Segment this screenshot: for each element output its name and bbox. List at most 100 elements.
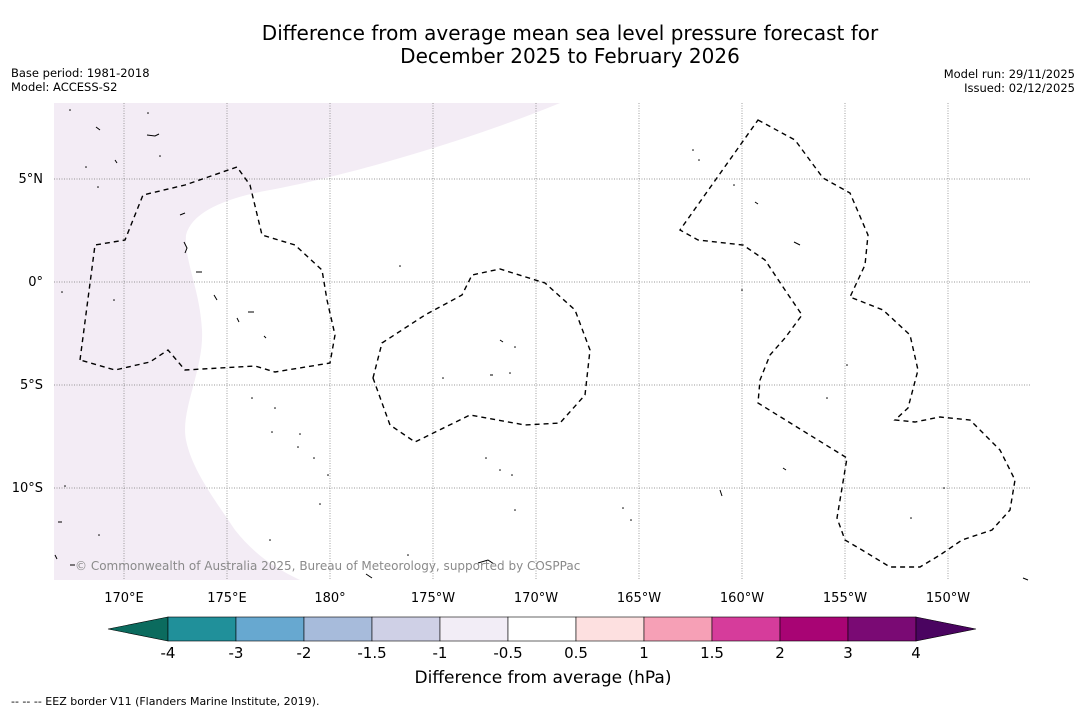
island [98,534,100,536]
island [826,397,828,399]
colorbar-tick: 1 [639,644,649,662]
island [271,431,273,433]
island [365,573,373,579]
island [236,317,240,323]
issued-date: Issued: 02/12/2025 [964,81,1075,95]
island [719,489,723,497]
colorbar-tick: 4 [911,644,921,662]
colorbar-cell [643,616,713,642]
colorbar-tick: -0.5 [493,644,522,662]
island [95,126,101,131]
title-line-2: December 2025 to February 2026 [400,44,740,68]
colorbar: -4 -3 -2 -1.5 -1 -0.5 0.5 1 1.5 2 3 4 [107,616,977,662]
colorbar-cell [235,616,305,642]
island [61,291,63,293]
colorbar-tick: -1 [433,644,448,662]
islands [54,126,1029,581]
island [499,469,501,471]
island [943,487,945,489]
island [179,212,186,216]
island [213,294,218,301]
island [514,346,516,348]
eez-kiribati-phoenix [372,268,591,443]
island [630,519,632,521]
copyright-notice: © Commonwealth of Australia 2025, Bureau… [75,559,580,573]
island [910,517,912,519]
island [499,339,504,343]
model-name: Model: ACCESS-S2 [11,80,118,94]
colorbar-tick: -3 [229,644,244,662]
lon-label-175w: 175°W [411,591,455,606]
lat-label-5n: 5°N [19,172,44,187]
eez-footnote: -- -- -- EEZ border V11 (Flanders Marine… [11,695,320,708]
island [269,539,271,541]
colorbar-cell [439,616,509,642]
colorbar-cell [371,616,441,642]
meta-left: Base period: 1981-2018 Model: ACCESS-S2 [11,66,150,94]
island-dots [61,109,945,556]
island [299,433,301,435]
colorbar-tick: -2 [297,644,312,662]
colorbar-cell [575,616,645,642]
island [793,241,801,246]
colorbar-tick: -4 [161,644,176,662]
lat-label-5s: 5°S [20,378,43,393]
island [485,457,487,459]
island [313,457,315,459]
colorbar-ticks: -4 -3 -2 -1.5 -1 -0.5 0.5 1 1.5 2 3 4 [161,644,921,662]
island [741,289,743,291]
island [297,446,299,448]
colorbar-extend-high [915,616,977,642]
axis-labels: 5°N 0° 5°S 10°S 170°E 175°E 180° 175°W 1… [12,172,971,606]
colorbar-cell [779,616,849,642]
colorbar-cell [303,616,373,642]
island [319,503,321,505]
colorbar-cell [847,616,917,642]
island [514,509,516,511]
island [69,109,71,111]
eez-borders [79,119,1016,568]
map-title: Difference from average mean sea level p… [0,22,1085,68]
island [442,377,444,379]
colorbar-cell [507,616,577,642]
model-run: Model run: 29/11/2025 [943,67,1075,81]
island [511,474,513,476]
lat-label-10s: 10°S [12,481,43,496]
island [327,474,329,476]
lon-label-170w: 170°W [514,591,558,606]
eez-kiribati-line-islands [678,119,1016,568]
colorbar-tick: 0.5 [564,644,588,662]
island [147,112,149,114]
colorbar-tick: 2 [775,644,785,662]
island [407,554,409,556]
island [399,265,401,267]
eez-kiribati-gilberts [79,166,336,373]
lon-label-165w: 165°W [617,591,661,606]
island [733,184,735,186]
island [622,507,624,509]
island [85,166,87,168]
colorbar-tick: 3 [843,644,853,662]
title-line-1: Difference from average mean sea level p… [261,21,879,45]
island [782,467,787,471]
island [64,485,66,487]
negative-anomaly-shading [54,103,560,580]
map-panel: © Commonwealth of Australia 2025, Bureau… [54,103,1031,581]
colorbar-tick: 1.5 [700,644,724,662]
island [509,372,511,374]
meta-right: Model run: 29/11/2025 Issued: 02/12/2025 [944,67,1075,95]
island [251,397,253,399]
colorbar-cell [167,616,237,642]
base-period: Base period: 1981-2018 [11,66,150,80]
island [846,364,848,366]
island [54,554,58,560]
island [146,133,160,137]
island [698,159,700,161]
island [692,149,694,151]
colorbar-cell [711,616,781,642]
island [159,155,161,157]
island [97,186,99,188]
island [477,559,495,565]
lon-label-170e: 170°E [104,591,144,606]
